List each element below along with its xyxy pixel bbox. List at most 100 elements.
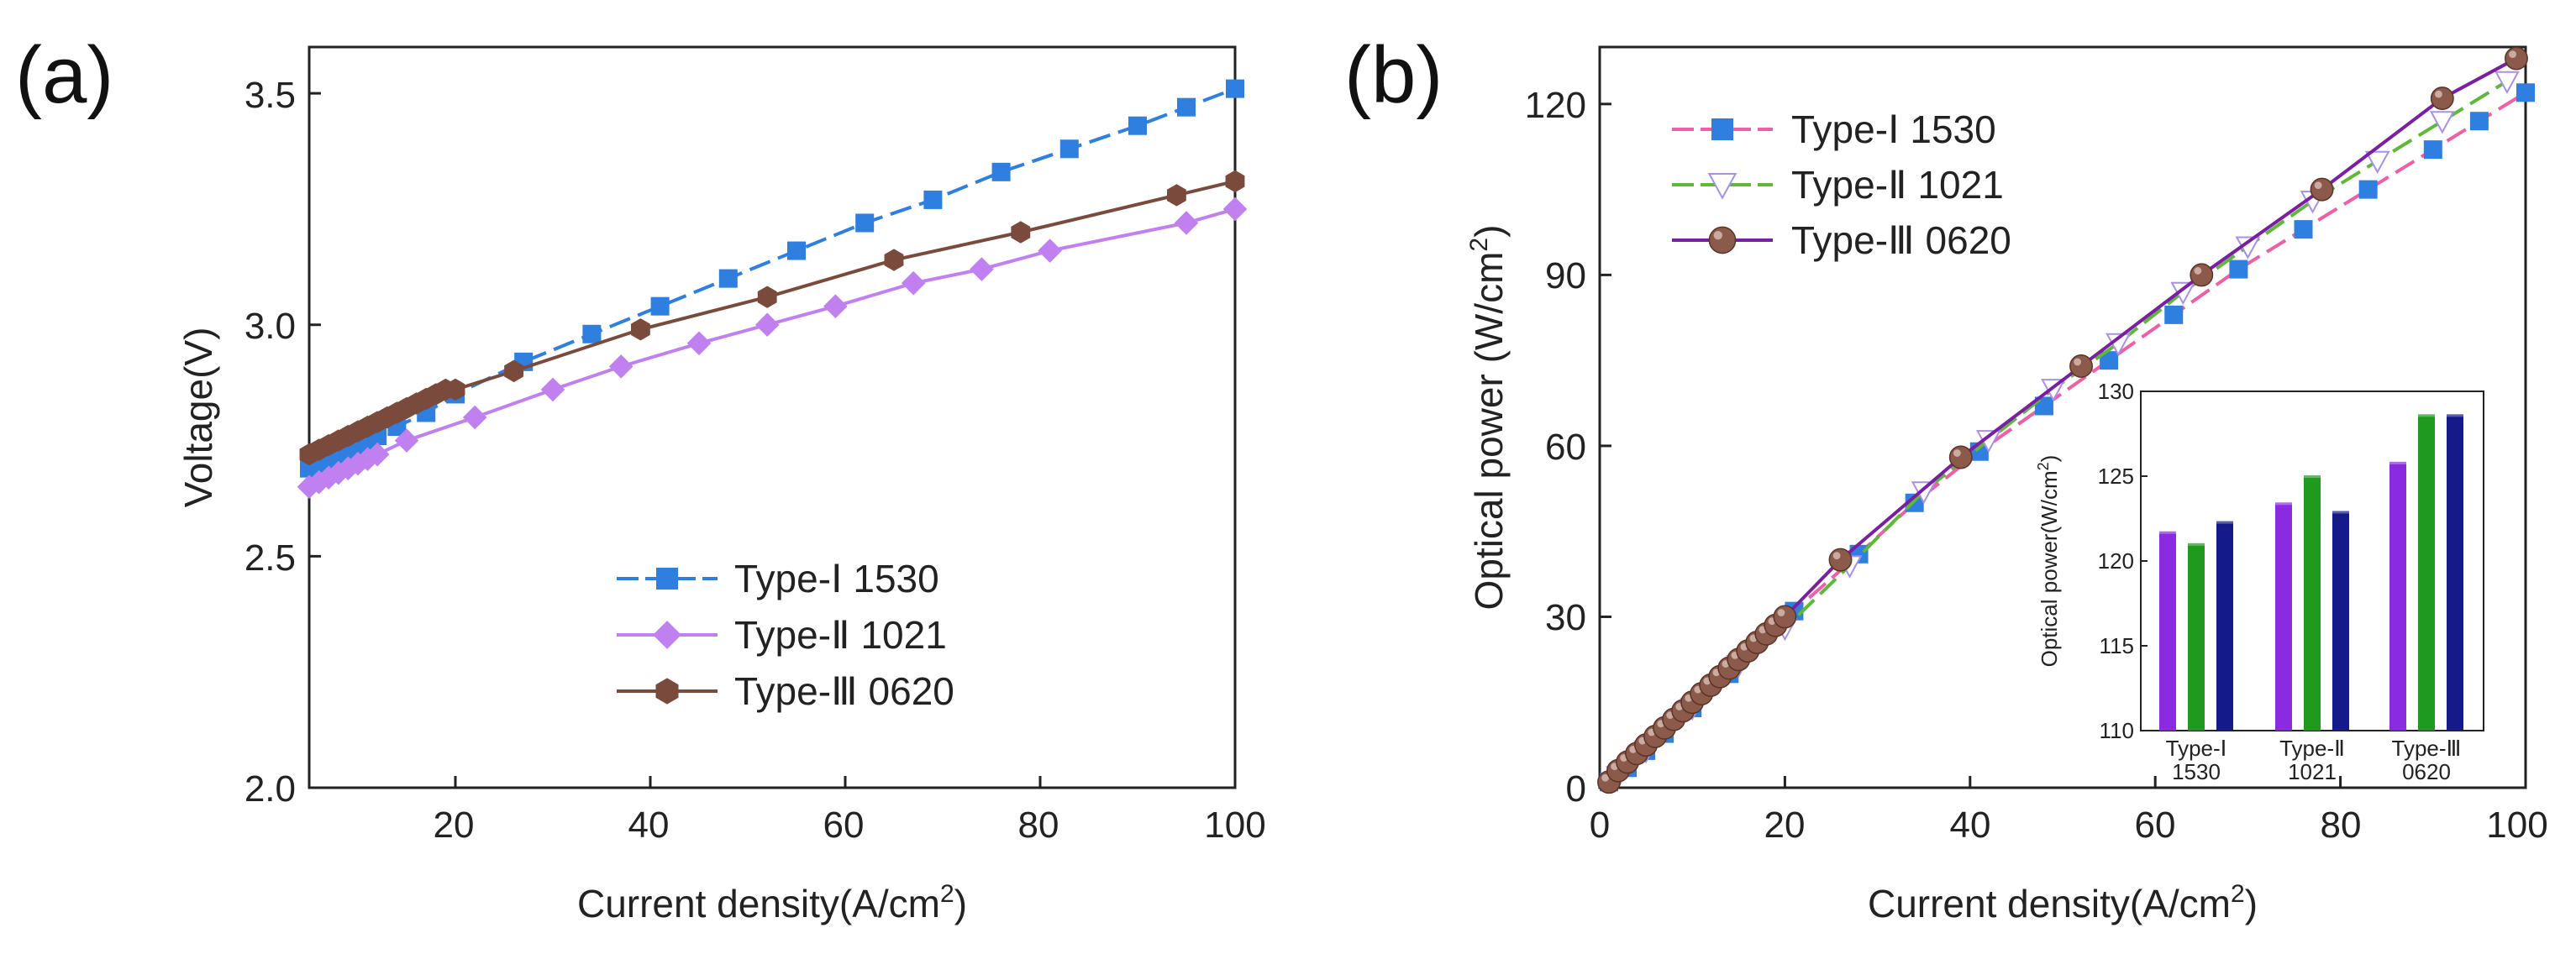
data-point-type-1530 — [2358, 180, 2378, 199]
data-point-type-1530 — [855, 213, 875, 233]
inset-bar-cap — [2188, 543, 2205, 548]
data-point-type-0620 — [2310, 177, 2334, 202]
inset-category-label: 1021 — [2288, 759, 2337, 784]
data-point-type-0620 — [2505, 46, 2528, 71]
inset-y-axis-title: Optical power(W/cm2) — [2035, 455, 2062, 668]
data-point-type-1021 — [540, 377, 565, 402]
data-point-type-1021 — [326, 460, 351, 485]
data-point-type-1530 — [991, 162, 1011, 181]
series-line-type-1021 — [308, 207, 1236, 489]
data-point-type-1021 — [1174, 211, 1199, 235]
x-tick-label: 0 — [1590, 805, 1610, 846]
series-layer-b — [1597, 46, 2535, 794]
inset-bar — [2159, 533, 2176, 731]
y-tick-label: 0 — [1566, 768, 1586, 810]
y-tick-label: 30 — [1545, 597, 1586, 638]
data-point-type-1021 — [901, 270, 926, 296]
chart-b: (b) 0 20 40 60 80 100 0 30 60 90 120 Cur… — [1344, 30, 2548, 925]
data-point-type-0620 — [1948, 445, 1973, 469]
data-point-type-1530 — [718, 269, 738, 288]
data-point-type-0620 — [630, 318, 650, 341]
x-tick-label: 100 — [2486, 805, 2547, 846]
series-line-type-1530 — [308, 86, 1236, 470]
x-tick-label: 20 — [1764, 805, 1806, 846]
data-point-type-1021 — [2495, 71, 2520, 94]
data-point-type-1530 — [1226, 79, 1244, 98]
plot-frame-a — [308, 45, 1237, 789]
plot-frame-b — [1598, 45, 2527, 789]
inset-bar — [2418, 417, 2435, 731]
data-point-type-1530 — [1128, 116, 1147, 135]
x-tick-label: 80 — [2321, 805, 2362, 846]
y-tick-label: 3.0 — [244, 306, 296, 347]
data-point-type-0620-highlight — [1777, 609, 1785, 616]
y-tick-label: 60 — [1545, 427, 1586, 468]
x-tick-label: 40 — [1950, 805, 1991, 846]
data-point-type-1530 — [650, 296, 670, 316]
data-point-type-1021 — [1222, 197, 1248, 222]
legend-markers-a — [617, 568, 718, 705]
y-tick-label: 90 — [1545, 255, 1586, 296]
inset-bar-cap — [2275, 502, 2292, 508]
data-point-type-1530 — [582, 324, 602, 343]
data-point-type-1021 — [970, 257, 994, 281]
inset-bar-cap — [2159, 531, 2176, 537]
inset-y-tick-label: 130 — [2098, 379, 2134, 404]
data-point-type-1021 — [823, 294, 848, 318]
inset-bars — [2159, 414, 2463, 731]
legend-marker-type-1021 — [1707, 173, 1737, 200]
data-point-type-1530 — [2229, 259, 2248, 279]
inset-bar — [2389, 464, 2406, 731]
inset-tick-marks — [2141, 391, 2148, 731]
inset-bar-cap — [2304, 475, 2321, 481]
chart-a: (a) 20 40 60 80 100 2.0 2.5 3.0 3.5 Curr… — [15, 30, 1266, 925]
inset-bar-cap — [2332, 511, 2349, 516]
legend-marker-type-0620-highlight — [1713, 230, 1722, 240]
data-point-type-0620 — [1011, 221, 1031, 244]
data-point-type-0620-highlight — [1601, 773, 1610, 782]
inset-bar — [2216, 523, 2233, 731]
data-point-type-0620 — [2430, 86, 2454, 111]
data-point-type-0620 — [757, 286, 777, 308]
data-point-type-1021 — [345, 451, 371, 476]
inset-y-tick-label: 120 — [2098, 548, 2134, 574]
data-point-type-0620 — [504, 359, 524, 383]
series-layer-a — [297, 79, 1248, 499]
data-point-type-0620-highlight — [2074, 358, 2082, 366]
legend-b: Type-Ⅰ 1530 Type-Ⅱ 1021 Type-Ⅲ 0620 — [1672, 107, 2011, 262]
legend-marker-type-1530 — [1711, 118, 1733, 140]
data-point-type-1530 — [2100, 351, 2119, 370]
data-point-type-1021 — [2429, 111, 2455, 134]
inset-category-label: Type-Ⅰ — [2166, 736, 2227, 761]
data-point-type-1021 — [365, 442, 390, 467]
x-tick-label: 40 — [628, 805, 670, 846]
inset-bar-cap — [2447, 414, 2463, 420]
legend-markers-b — [1672, 118, 1773, 254]
panel-label-a: (a) — [15, 30, 113, 120]
legend-marker-type-1021 — [653, 621, 681, 649]
inset-bar-cap — [2389, 461, 2406, 467]
panel-label-b: (b) — [1344, 30, 1443, 120]
data-point-type-1530 — [2423, 140, 2442, 160]
inset-category-label: Type-Ⅲ — [2392, 736, 2462, 761]
legend-entry-type-3-0620: Type-Ⅲ 0620 — [1791, 218, 2011, 262]
legend-entry-type-1-1530: Type-Ⅰ 1530 — [734, 557, 939, 600]
inset-category-label: 0620 — [2402, 759, 2451, 784]
data-point-type-0620 — [445, 378, 465, 401]
legend-marker-type-0620 — [655, 678, 679, 705]
tick-marks-a — [309, 92, 1237, 789]
legend-entry-type-2-1021: Type-Ⅱ 1021 — [1791, 163, 2004, 207]
data-point-type-0620 — [2190, 263, 2214, 287]
legend-marker-type-1530 — [656, 568, 678, 590]
data-point-type-0620 — [1225, 170, 1245, 193]
data-point-type-0620 — [1828, 548, 1853, 572]
data-point-type-1021 — [297, 474, 322, 499]
data-point-type-0620-highlight — [1953, 449, 1961, 457]
data-point-type-1021 — [462, 405, 487, 430]
data-point-type-1530 — [2516, 83, 2535, 102]
inset-bar-cap — [2216, 521, 2233, 527]
x-axis-title-a: Current density(A/cm2) — [577, 880, 967, 925]
y-tick-label: 2.5 — [244, 537, 296, 579]
y-tick-label: 120 — [1525, 85, 1586, 126]
data-point-type-1021 — [754, 312, 780, 338]
